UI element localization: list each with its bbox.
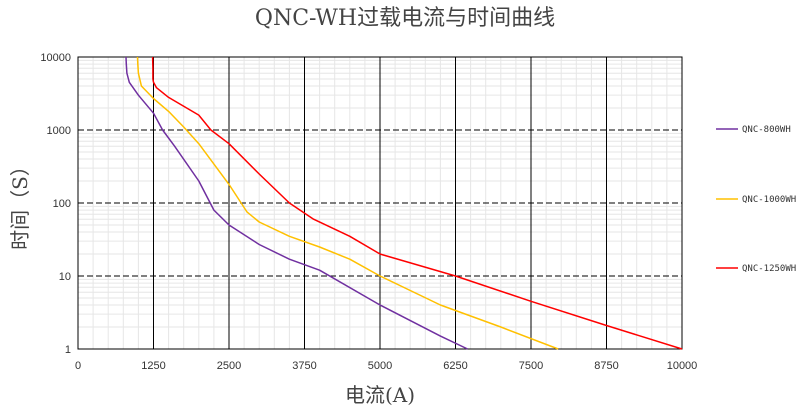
y-tick-label: 1	[65, 344, 71, 356]
series-line-qnc-1250wh	[151, 56, 683, 350]
legend-label-qnc-800wh: QNC-800WH	[742, 125, 791, 135]
x-tick-label: 7500	[519, 360, 543, 372]
x-axis-ticks: 0 1250 2500 3750 5000 6250 7500 8750 10000	[75, 360, 697, 372]
legend-label-qnc-1000wh: QNC-1000WH	[742, 195, 796, 205]
x-tick-label: 2500	[217, 360, 241, 372]
y-tick-label: 10	[59, 271, 71, 283]
legend: QNC-800WH QNC-1000WH QNC-1250WH	[716, 125, 796, 274]
series-line-qnc-800wh	[125, 56, 468, 350]
y-tick-label: 10000	[40, 52, 71, 64]
series-line-qnc-1000wh	[136, 56, 559, 350]
plot-area-border	[77, 56, 683, 350]
x-tick-label: 10000	[667, 360, 698, 372]
x-tick-label: 6250	[443, 360, 467, 372]
series-lines	[125, 56, 683, 350]
x-axis-label: 电流(A)	[345, 383, 415, 407]
x-tick-label: 1250	[141, 360, 165, 372]
x-tick-label: 8750	[594, 360, 618, 372]
y-axis-ticks: 1 10 100 1000 10000	[40, 52, 71, 356]
chart-title: QNC-WH过载电流与时间曲线	[255, 6, 555, 31]
y-axis-label: 时间（S）	[8, 156, 32, 250]
y-tick-label: 1000	[47, 125, 71, 137]
x-tick-label: 3750	[292, 360, 316, 372]
legend-label-qnc-1250wh: QNC-1250WH	[742, 264, 796, 274]
x-tick-label: 0	[75, 360, 81, 372]
y-tick-label: 100	[53, 198, 71, 210]
x-tick-label: 5000	[368, 360, 392, 372]
